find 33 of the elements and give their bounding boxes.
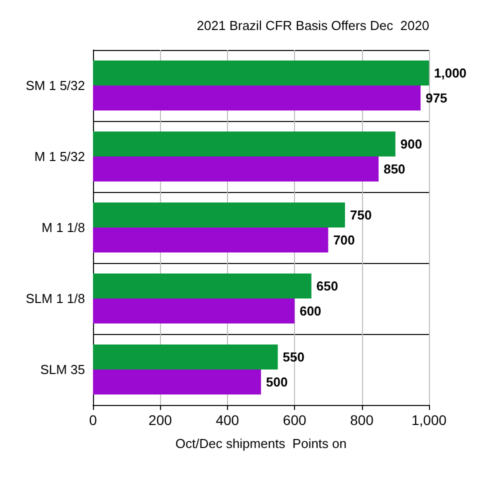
bar xyxy=(93,202,345,228)
data-label: 550 xyxy=(282,350,305,364)
data-label: 700 xyxy=(333,232,355,248)
x-axis-title: Oct/Dec shipments Points on xyxy=(175,436,347,451)
y-tick-label: SLM 1 1/8 xyxy=(26,291,85,306)
x-tick-label: 1,000 xyxy=(411,412,447,428)
bar xyxy=(93,370,261,394)
bar xyxy=(93,298,295,324)
bar xyxy=(93,274,312,298)
data-label: 975 xyxy=(426,90,448,106)
data-label: 900 xyxy=(400,136,422,152)
data-label: 600 xyxy=(300,304,322,318)
bar xyxy=(93,344,278,370)
y-tick-label: SM 1 5/32 xyxy=(26,78,85,93)
bar xyxy=(93,60,429,86)
chart-title: 2021 Brazil CFR Basis Offers Dec 2020 xyxy=(196,18,430,33)
bar xyxy=(93,156,379,182)
x-tick-label: 400 xyxy=(216,412,240,428)
bar xyxy=(93,228,328,252)
data-label: 1,000 xyxy=(434,66,467,80)
data-label: 750 xyxy=(350,208,372,222)
x-tick-label: 200 xyxy=(148,412,172,428)
bar xyxy=(93,86,421,110)
y-tick-label: SLM 35 xyxy=(40,362,85,377)
y-tick-label: M 1 1/8 xyxy=(42,220,85,235)
x-tick-label: 600 xyxy=(282,412,306,428)
bar xyxy=(93,132,396,156)
x-tick-label: 0 xyxy=(89,412,98,428)
y-tick-label: M 1 5/32 xyxy=(34,149,85,164)
x-tick-label: 800 xyxy=(350,412,374,428)
data-label: 850 xyxy=(384,162,406,176)
data-label: 650 xyxy=(316,278,338,294)
data-label: 500 xyxy=(266,374,288,390)
